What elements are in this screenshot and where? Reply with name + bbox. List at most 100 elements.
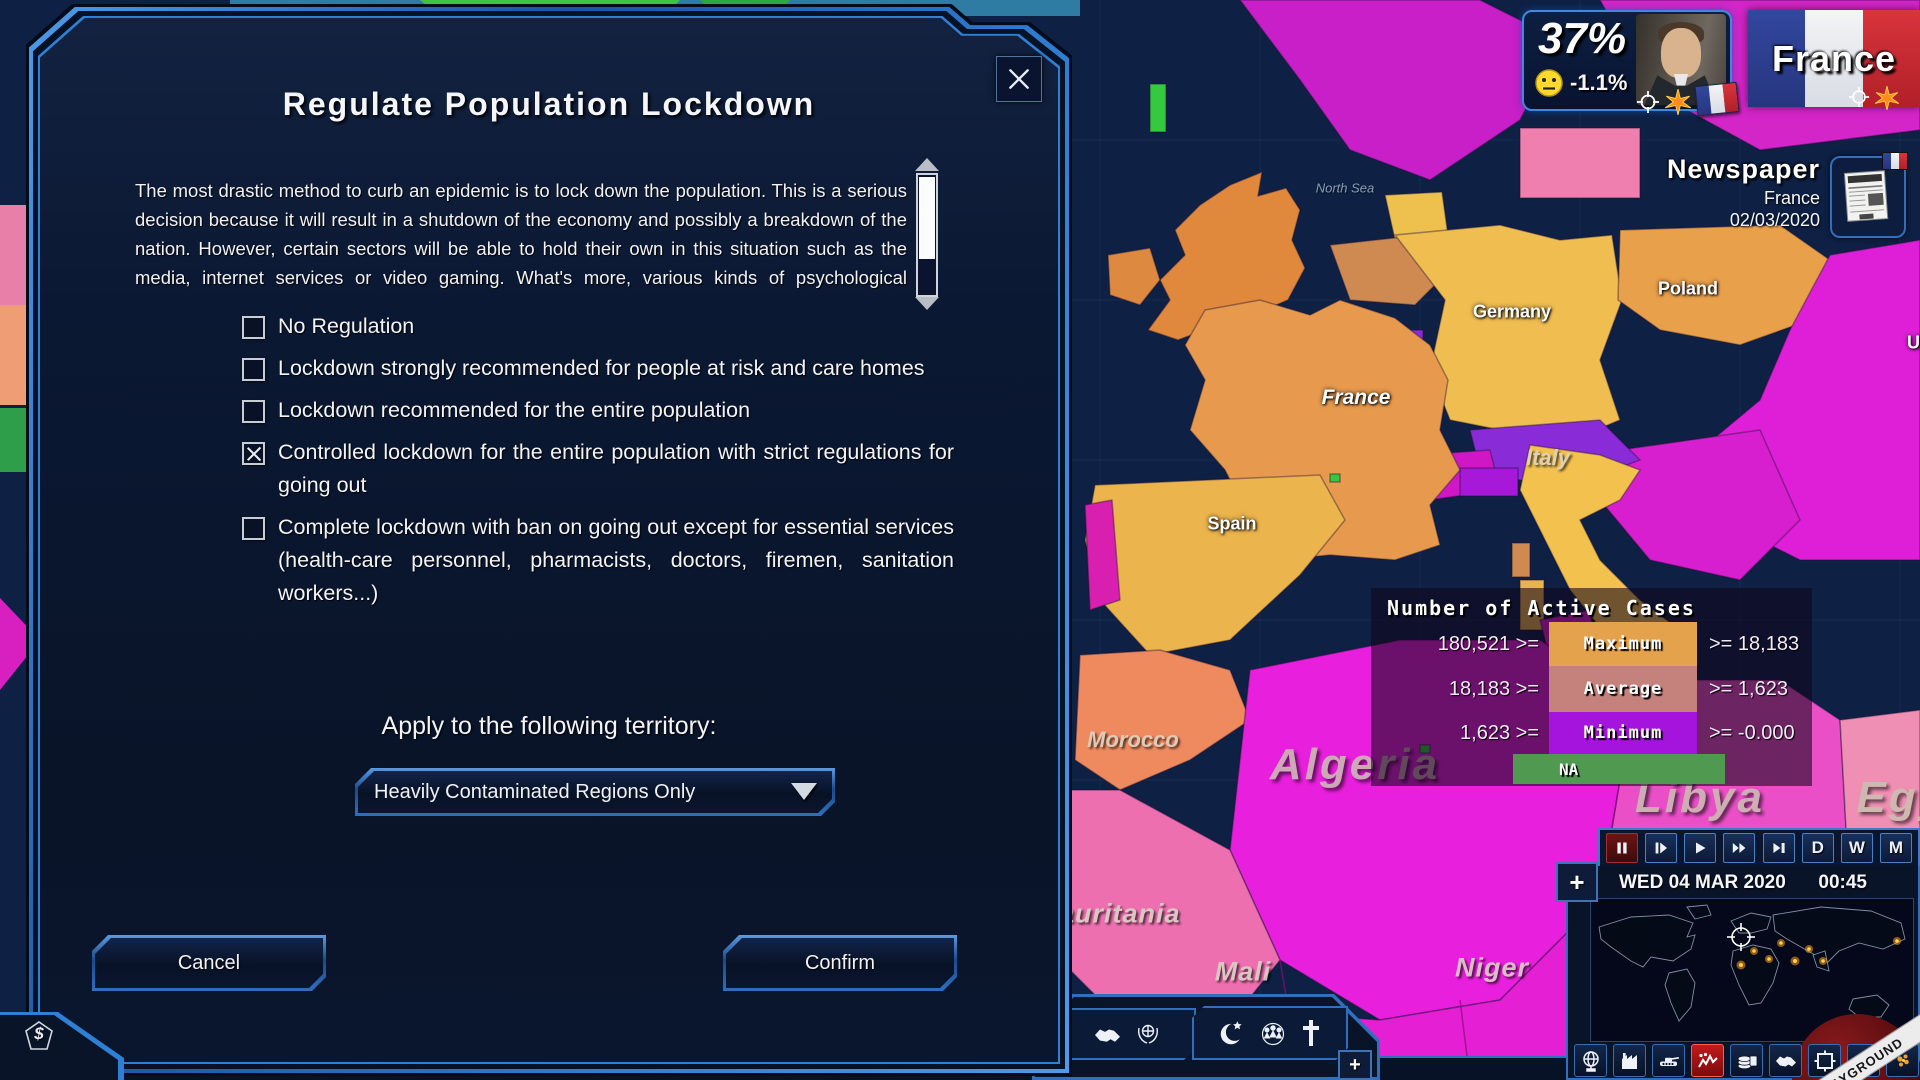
option-no-regulation[interactable]: No Regulation [242, 310, 954, 343]
scroll-thumb[interactable] [919, 177, 935, 259]
fast-forward-button[interactable] [1723, 833, 1756, 863]
handshake-icon[interactable] [1093, 1021, 1123, 1047]
leader-portrait[interactable] [1636, 14, 1726, 105]
territory-label: Apply to the following territory: [381, 712, 717, 740]
time-controls: D W M [1598, 828, 1920, 866]
description-scrollbar [914, 158, 940, 310]
christianity-cross-icon[interactable] [1299, 1018, 1323, 1048]
checkbox[interactable] [242, 400, 265, 423]
legend-max-left: 180,521 >= [1437, 632, 1539, 655]
minimap-zoom-button[interactable]: + [1556, 862, 1598, 902]
country-name: France [1771, 38, 1897, 79]
portrait-face [1661, 28, 1701, 78]
industry-button[interactable] [1613, 1044, 1646, 1077]
date-text: WED 04 MAR 2020 [1618, 872, 1786, 893]
legend-min-left: 1,623 >= [1460, 721, 1539, 744]
budget-button[interactable]: $ [22, 1020, 56, 1054]
economy-button[interactable] [1730, 1044, 1763, 1077]
legend-min-swatch: Minimum [1549, 712, 1697, 754]
week-speed-button[interactable]: W [1840, 833, 1873, 863]
close-button[interactable] [996, 56, 1042, 102]
demography-icon[interactable] [1257, 1018, 1289, 1048]
currency-symbol: $ [34, 1024, 44, 1043]
approval-delta: -1.1% [1570, 70, 1628, 95]
legend-max-right: >= 18,183 [1709, 632, 1800, 655]
chevron-down-icon [791, 783, 817, 800]
option-label: Controlled lockdown for the entire popul… [278, 440, 954, 497]
play-button[interactable] [1684, 833, 1717, 863]
active-cases-legend: Number of Active Cases 180,521 >= Maximu… [1371, 588, 1812, 786]
dock-expand-button[interactable]: + [1338, 1050, 1372, 1080]
epidemic-statistics-button[interactable] [1691, 1044, 1724, 1077]
minimap-crosshair-icon [1727, 923, 1755, 951]
scroll-up-arrow[interactable] [915, 158, 939, 171]
option-controlled-lockdown[interactable]: Controlled lockdown for the entire popul… [242, 436, 954, 502]
dialog-background [40, 18, 1058, 1062]
legend-na-swatch: NA [1513, 754, 1725, 784]
crosshair-icon[interactable] [1636, 90, 1660, 114]
game-date: WED 04 MAR 2020 00:45 [1568, 872, 1918, 894]
newspaper-notification[interactable]: Newspaper France 02/03/2020 [1600, 152, 1920, 242]
crosshair-icon[interactable] [1848, 86, 1870, 108]
scroll-track[interactable] [916, 173, 938, 297]
day-speed-button[interactable]: D [1801, 833, 1834, 863]
legend-min-label: Minimum [1583, 723, 1663, 743]
approval-panel[interactable]: 37% -1.1% [1522, 10, 1732, 111]
lockdown-options: No Regulation Lockdown strongly recommen… [242, 310, 954, 619]
france-flag-small [1694, 81, 1740, 117]
cancel-label: Cancel [177, 951, 241, 974]
territory-dropdown[interactable]: Heavily Contaminated Regions Only [355, 768, 835, 816]
legend-na-label: NA [1559, 759, 1579, 779]
close-icon [1009, 69, 1029, 89]
approval-percent: 37% [1538, 14, 1627, 63]
month-speed-button[interactable]: M [1879, 833, 1912, 863]
military-button[interactable] [1652, 1044, 1685, 1077]
option-complete-lockdown[interactable]: Complete lockdown with ban on going out … [242, 511, 954, 610]
center-dock: + [1032, 994, 1380, 1080]
diplomacy-button[interactable] [1769, 1044, 1802, 1077]
legend-max-swatch: Maximum [1549, 622, 1697, 666]
islam-crescent-icon[interactable] [1217, 1018, 1247, 1048]
cancel-button[interactable]: Cancel [92, 935, 326, 991]
dialog-title: Regulate Population Lockdown [282, 86, 816, 122]
plus-icon: + [1569, 866, 1585, 897]
checkbox[interactable] [242, 316, 265, 339]
minimap-panel: WED 04 MAR 2020 00:45 [1566, 864, 1920, 1080]
confirm-button[interactable]: Confirm [723, 935, 957, 991]
option-lockdown-at-risk[interactable]: Lockdown strongly recommended for people… [242, 352, 954, 385]
newspaper-title: Newspaper [1666, 154, 1820, 184]
option-label: Lockdown recommended for the entire popu… [278, 398, 751, 422]
society-group [1192, 1006, 1348, 1060]
target-frame-button[interactable] [1808, 1044, 1841, 1077]
newspaper-date: 02/03/2020 [1729, 210, 1820, 230]
diplomacy-group [1060, 1008, 1196, 1060]
checkbox[interactable] [242, 442, 265, 465]
flag-band-red [1722, 82, 1739, 113]
checkbox[interactable] [242, 358, 265, 381]
scroll-down-arrow[interactable] [915, 297, 939, 310]
world-globe-button[interactable] [1574, 1044, 1607, 1077]
legend-avg-label: Average [1583, 679, 1663, 699]
flag-band-red [1862, 10, 1920, 107]
flag-band-blue [1748, 10, 1806, 107]
checkbox[interactable] [242, 517, 265, 540]
country-flag-panel[interactable]: France [1748, 10, 1920, 107]
legend-avg-right: >= 1,623 [1709, 677, 1788, 700]
pause-button[interactable] [1606, 833, 1638, 863]
newspaper-icon[interactable] [1830, 152, 1908, 238]
step-forward-button[interactable] [1645, 833, 1678, 863]
newspaper-country: France [1763, 188, 1820, 208]
legend-title: Number of Active Cases [1387, 596, 1696, 620]
conflict-starburst-icon [1664, 88, 1692, 116]
legend-max-label: Maximum [1583, 634, 1663, 654]
lockdown-dialog: Regulate Population Lockdown The most dr… [40, 18, 1058, 1062]
skip-to-end-button[interactable] [1762, 833, 1795, 863]
option-label: Lockdown strongly recommended for people… [278, 356, 925, 380]
united-nations-icon[interactable] [1133, 1020, 1163, 1048]
france-flag-mini [1882, 152, 1908, 170]
time-text: 00:45 [1818, 872, 1867, 893]
option-lockdown-recommended[interactable]: Lockdown recommended for the entire popu… [242, 394, 954, 427]
conflict-starburst-icon [1874, 85, 1900, 111]
dialog-description: The most drastic method to curb an epide… [135, 180, 907, 288]
